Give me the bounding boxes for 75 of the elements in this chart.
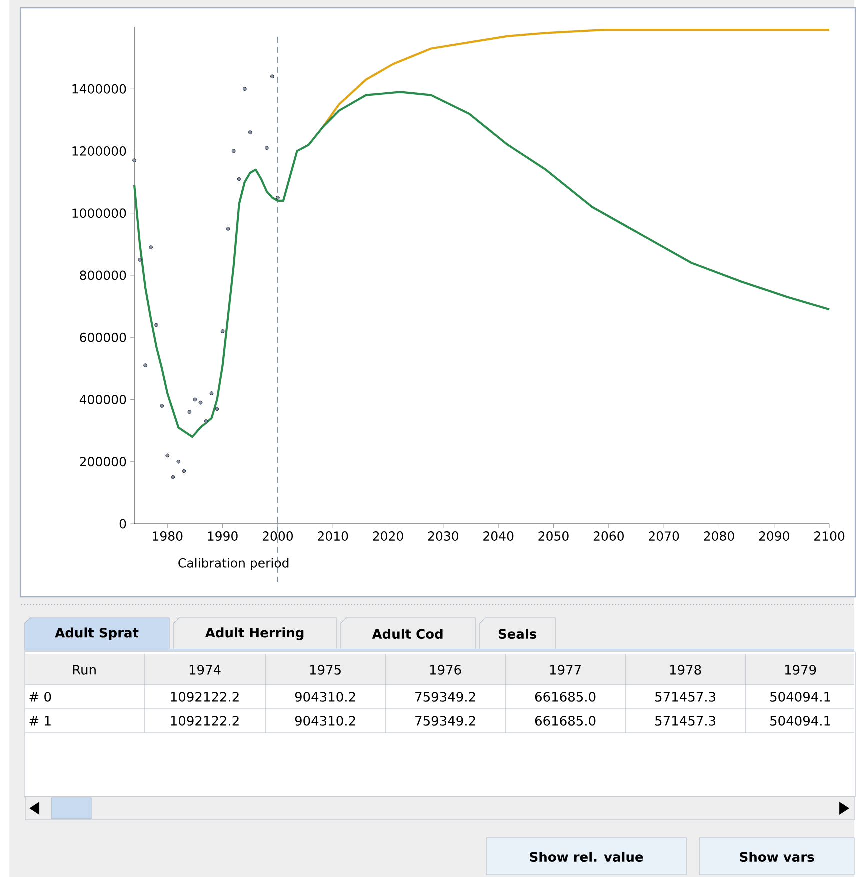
x-tick-label: 2020 xyxy=(373,532,404,541)
point xyxy=(154,323,158,328)
y-tick-label: 1200000 xyxy=(72,146,126,156)
point xyxy=(166,454,170,458)
text: Run xyxy=(73,665,96,675)
text: 504094.1 xyxy=(770,692,830,702)
x-tick-label: 1980 xyxy=(153,532,183,541)
x-tick-label: 2070 xyxy=(649,532,680,541)
y-tick-label: 200000 xyxy=(80,457,126,467)
text: 1977 xyxy=(550,665,581,675)
point xyxy=(226,227,230,231)
point xyxy=(182,469,186,474)
text: 1974 xyxy=(190,665,221,675)
point xyxy=(264,146,269,150)
x-tick-label: 2050 xyxy=(538,532,569,541)
line-series xyxy=(133,91,831,438)
point xyxy=(188,410,192,414)
point xyxy=(138,258,142,262)
text: # 0 xyxy=(30,692,52,702)
point xyxy=(276,196,280,200)
point xyxy=(215,407,220,411)
point xyxy=(248,130,252,135)
point xyxy=(149,246,153,250)
x-tick-label: 2030 xyxy=(428,532,458,541)
x-tick-label: 2060 xyxy=(594,532,624,541)
text: 904310.2 xyxy=(295,716,356,726)
text: 904310.2 xyxy=(295,692,356,702)
y-tick-label: 400000 xyxy=(80,395,126,404)
text: 759349.2 xyxy=(416,716,476,726)
point xyxy=(193,398,198,402)
x-tick-label: 2090 xyxy=(759,532,790,541)
x-tick-label: 2100 xyxy=(814,532,845,541)
point xyxy=(220,330,225,334)
x-tick-label: 2040 xyxy=(484,532,514,541)
x-tick-label: 2000 xyxy=(262,532,293,541)
text: 571457.3 xyxy=(655,692,716,702)
text: 1975 xyxy=(310,665,341,675)
text: Adult Sprat xyxy=(55,628,139,640)
text: 661685.0 xyxy=(535,692,596,702)
point xyxy=(204,420,208,424)
y-tick-label: 600000 xyxy=(80,332,126,342)
text: 571457.3 xyxy=(655,716,716,726)
text: 1978 xyxy=(670,665,702,675)
x-tick-label: 2010 xyxy=(318,532,348,541)
text: Seals xyxy=(498,628,536,640)
point xyxy=(198,400,203,405)
point xyxy=(171,476,175,480)
y-tick-label: 0 xyxy=(120,519,126,529)
point xyxy=(132,158,136,162)
text: 504094.1 xyxy=(770,716,830,726)
y-tick-label: 1000000 xyxy=(72,208,126,218)
point xyxy=(210,392,214,396)
point xyxy=(176,460,181,464)
x-tick-label: 2080 xyxy=(704,532,734,541)
text: 1976 xyxy=(430,665,462,675)
text: Adult Herring xyxy=(205,628,304,640)
point xyxy=(160,404,164,408)
text: Adult Cod xyxy=(372,628,443,640)
text: 661685.0 xyxy=(535,716,596,726)
text: 1092122.2 xyxy=(171,692,239,702)
text: 1092122.2 xyxy=(171,716,239,726)
point xyxy=(237,177,242,182)
y-tick-label: 800000 xyxy=(80,270,126,280)
y-tick-label: 1400000 xyxy=(72,84,126,94)
text: Show rel. value xyxy=(530,852,644,862)
text: Show vars xyxy=(740,852,814,862)
point xyxy=(270,74,274,79)
text: # 1 xyxy=(30,716,51,726)
point xyxy=(232,149,236,154)
x-tick-label: 1990 xyxy=(208,532,238,541)
point xyxy=(242,87,247,92)
text: 1979 xyxy=(785,665,816,675)
text: 759349.2 xyxy=(416,692,476,702)
ref-line-label: Calibration period xyxy=(178,558,289,570)
point xyxy=(144,364,148,368)
